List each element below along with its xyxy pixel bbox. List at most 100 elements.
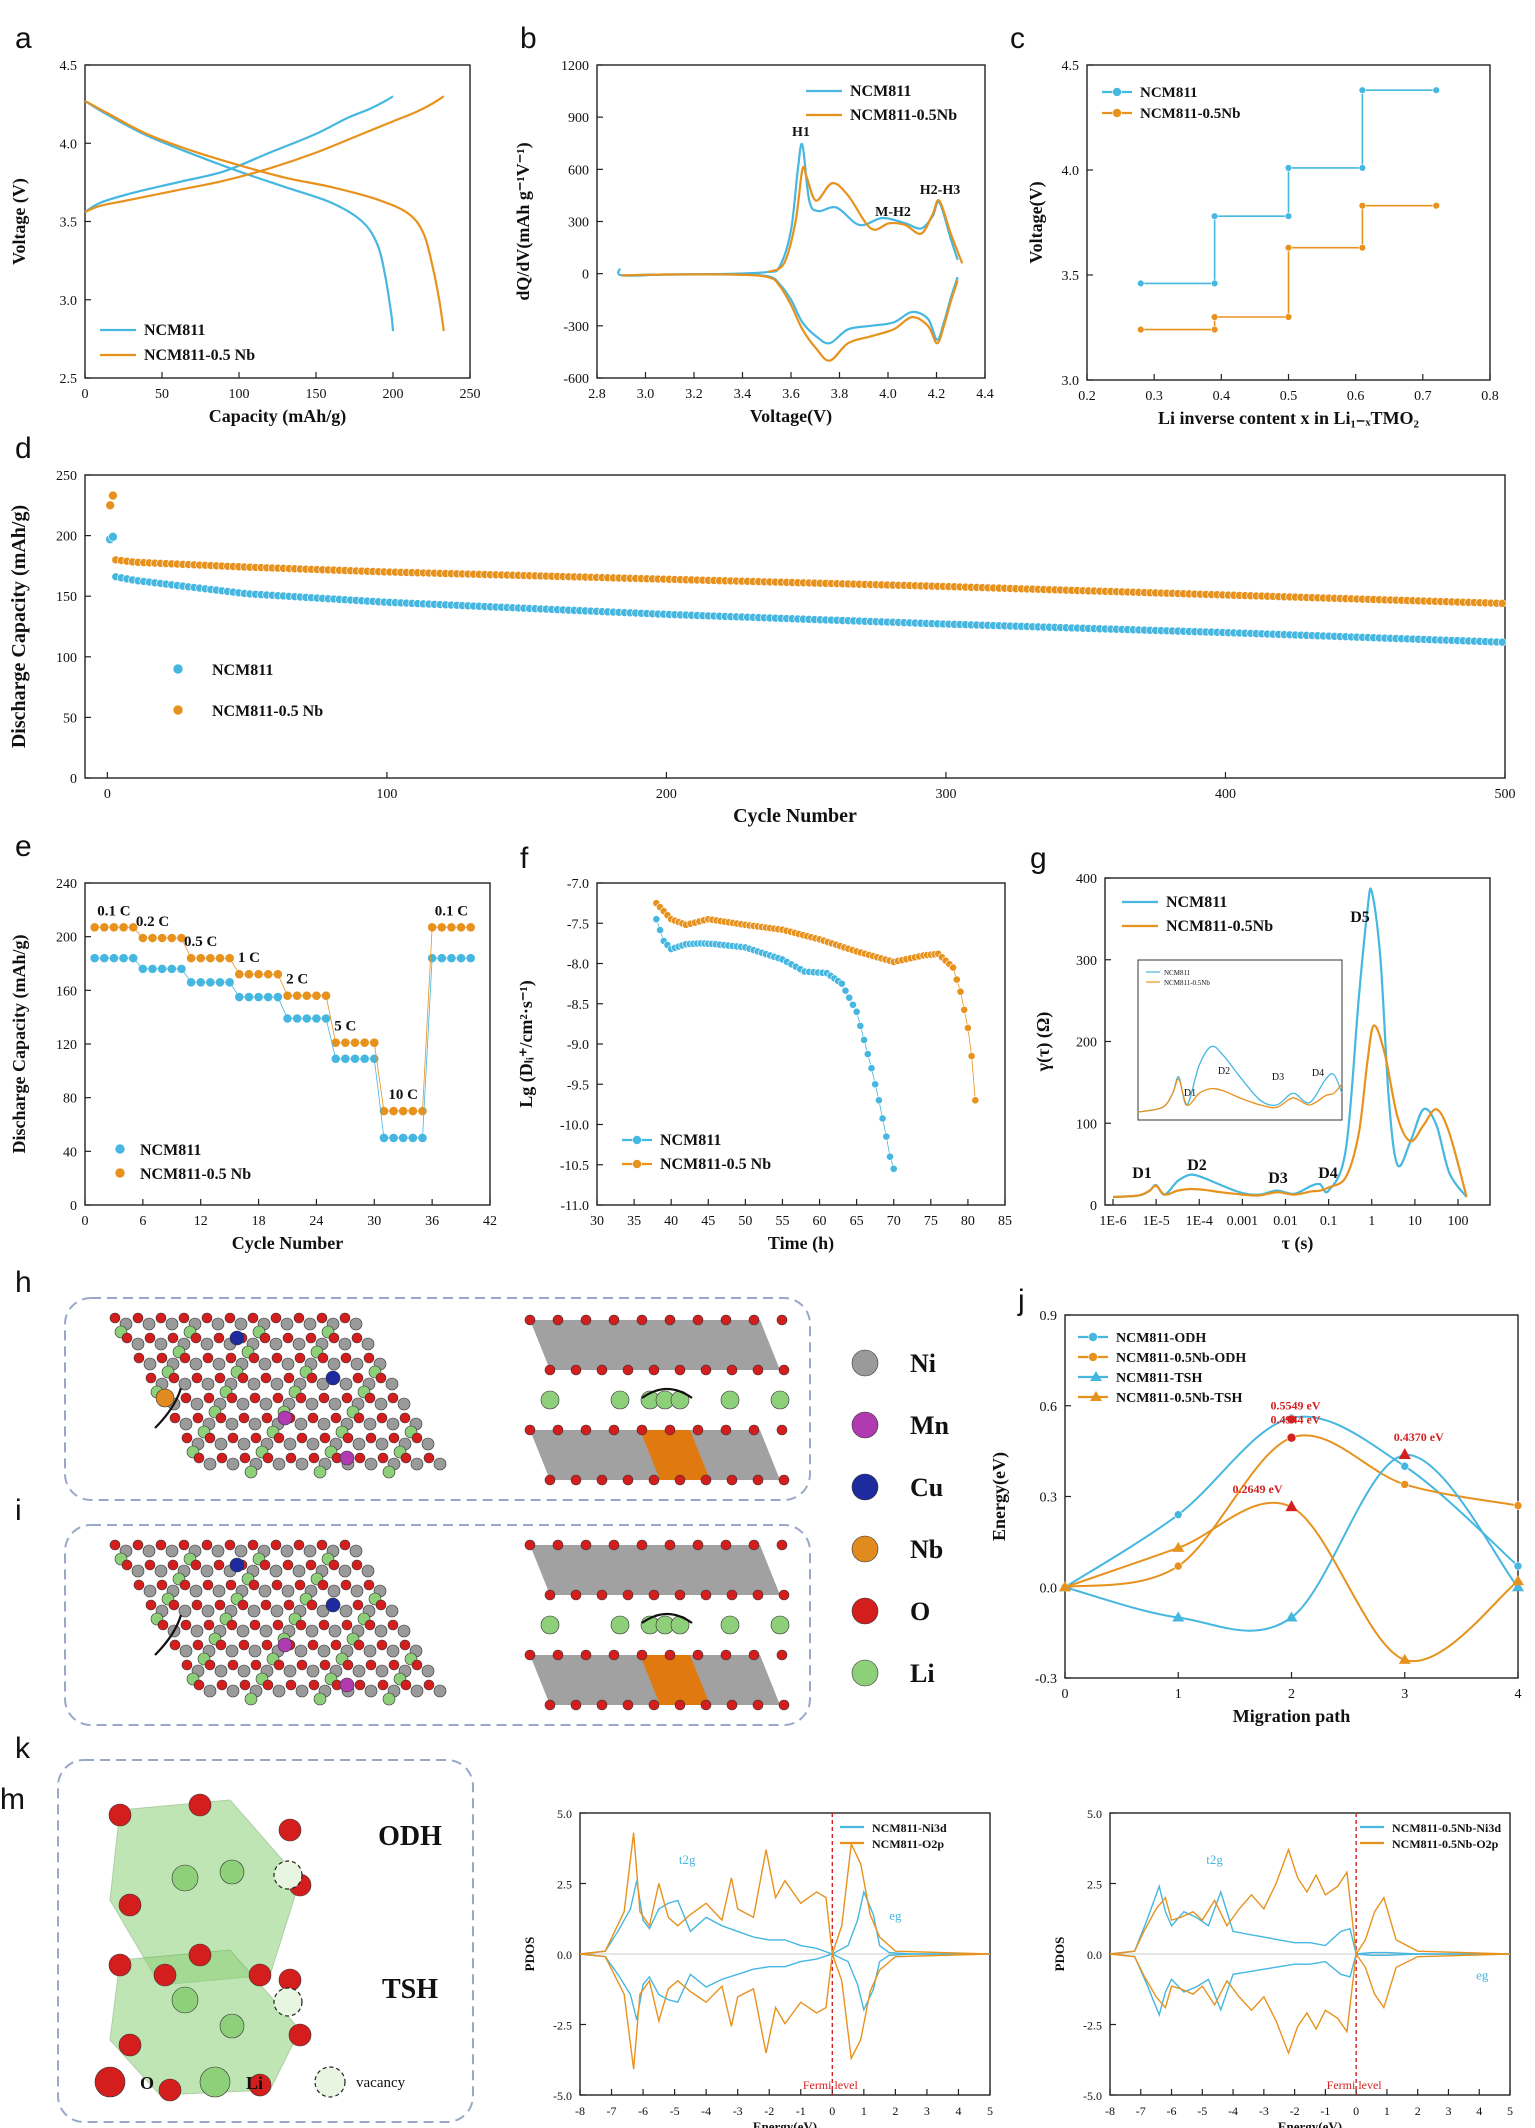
oxygen-atom [250, 1659, 262, 1671]
oxygen-atom [365, 1432, 377, 1444]
y-tick-label-g: 100 [1076, 1117, 1097, 1132]
oxygen-atom [341, 1619, 353, 1631]
oxygen-atom [778, 1699, 790, 1711]
x-tick-label-f: 50 [738, 1214, 752, 1229]
data-point-c [1358, 202, 1367, 210]
nickel-atom [397, 1397, 411, 1411]
panel-label: a [15, 22, 32, 55]
oxygen-atom [201, 1312, 213, 1324]
eg-label: eg [1476, 1967, 1489, 1982]
legend-marker [114, 1143, 126, 1155]
highlight-point [1286, 1432, 1297, 1443]
oxygen-atom [109, 1312, 121, 1324]
oxygen-atom [133, 1352, 145, 1364]
oxygen-atom [376, 1412, 388, 1424]
nickel-atom [236, 1397, 250, 1411]
oxygen-atom [622, 1589, 634, 1601]
nickel-atom [375, 1437, 389, 1451]
x-tick-label-g: 1E-5 [1143, 1214, 1170, 1229]
highlight-point [1286, 1414, 1297, 1425]
oxygen-atom [192, 1639, 204, 1651]
x-tick-label-f: 85 [998, 1214, 1012, 1229]
lithium-atom [770, 1390, 790, 1410]
y-tick-label-a: 2.5 [60, 372, 78, 387]
oxygen-atom [399, 1412, 411, 1424]
oxygen-atom [295, 1619, 307, 1631]
oxygen-atom [364, 1392, 376, 1404]
oxygen-atom [339, 1312, 351, 1324]
oxygen-atom [295, 1392, 307, 1404]
data-point-f [856, 1021, 865, 1030]
energy-annotation: 0.5549 eV [1271, 1398, 1321, 1412]
x-tick-label-g: 1 [1368, 1214, 1375, 1229]
series-line-j-2 [1064, 1454, 1519, 1632]
oxygen-atom [608, 1539, 620, 1551]
nickel-atom [374, 1397, 388, 1411]
oxygen-atom [524, 1649, 536, 1661]
panel-label: j [1017, 1284, 1025, 1317]
rate-label: 1 C [238, 950, 260, 966]
nickel-atom [364, 1457, 378, 1471]
legend-label: NCM811 [144, 322, 205, 339]
element-legend-atom [851, 1349, 879, 1377]
oxygen-atom [213, 1332, 225, 1344]
panel-label: g [1030, 842, 1047, 875]
data-point-d [108, 532, 118, 542]
oxygen-atom [202, 1579, 214, 1591]
y-tick-label-j: 0.9 [1040, 1309, 1058, 1324]
oxygen-atom [720, 1314, 732, 1326]
oxygen-atom [726, 1589, 738, 1601]
y-tick-label-g: 200 [1076, 1036, 1097, 1051]
oxygen-atom [203, 1392, 215, 1404]
oxygen-atom [288, 2023, 312, 2047]
nickel-atom [295, 1684, 309, 1698]
legend-label: NCM811 [1140, 85, 1198, 101]
data-point-c [1358, 164, 1367, 172]
oxygen-atom [752, 1364, 764, 1376]
y-tick-label-c: 3.5 [1062, 269, 1080, 284]
x-tick-label-d: 100 [376, 787, 397, 802]
legend-label: NCM811-0.5Nb-TSH [1116, 1391, 1243, 1406]
oxygen-atom [726, 1474, 738, 1486]
legend-label: NCM811 [1166, 894, 1227, 911]
lithium-atom [313, 1692, 327, 1706]
element-legend-atom [851, 1473, 879, 1501]
niobium-atom [155, 1388, 175, 1408]
data-point-d [1497, 599, 1507, 608]
manganese-atom [339, 1450, 355, 1466]
oxygen-atom [193, 1679, 205, 1691]
oxygen-atom [776, 1649, 788, 1661]
oxygen-atom [294, 1579, 306, 1591]
oxygen-atom [278, 1968, 302, 1992]
element-legend-label: Nb [910, 1535, 943, 1564]
y-tick-label-b: 0 [582, 268, 589, 283]
nickel-atom [189, 1584, 203, 1598]
element-legend-label: O [910, 1597, 930, 1626]
series-line-e-0 [94, 957, 471, 1139]
y-axis-label-d: Discharge Capacity (mAh/g) [8, 505, 30, 748]
data-point-j [1398, 1653, 1411, 1664]
nickel-atom [295, 1457, 309, 1471]
data-point-f [960, 1005, 969, 1014]
element-legend-label: Mn [910, 1411, 950, 1440]
data-point-f [845, 993, 854, 1002]
nickel-atom [178, 1604, 192, 1618]
oxygen-atom [748, 1314, 760, 1326]
element-legend-atom [851, 1597, 879, 1625]
x-tick-label-l: -1 [796, 2104, 806, 2118]
oxygen-atom [400, 1452, 412, 1464]
oxygen-atom [636, 1539, 648, 1551]
legend-marker [1112, 108, 1122, 118]
nickel-atom [374, 1624, 388, 1638]
nickel-atom [363, 1417, 377, 1431]
nickel-atom [237, 1664, 251, 1678]
nickel-atom [225, 1644, 239, 1658]
oxygen-atom [375, 1372, 387, 1384]
x-tick-label-f: 65 [850, 1214, 864, 1229]
nickel-atom [179, 1644, 193, 1658]
y-tick-label-j: 0.3 [1040, 1491, 1058, 1506]
y-tick-label-b: 300 [568, 216, 589, 231]
oxygen-atom [202, 1352, 214, 1364]
copper-atom [325, 1597, 341, 1613]
x-axis-label-g: τ (s) [1282, 1233, 1314, 1254]
